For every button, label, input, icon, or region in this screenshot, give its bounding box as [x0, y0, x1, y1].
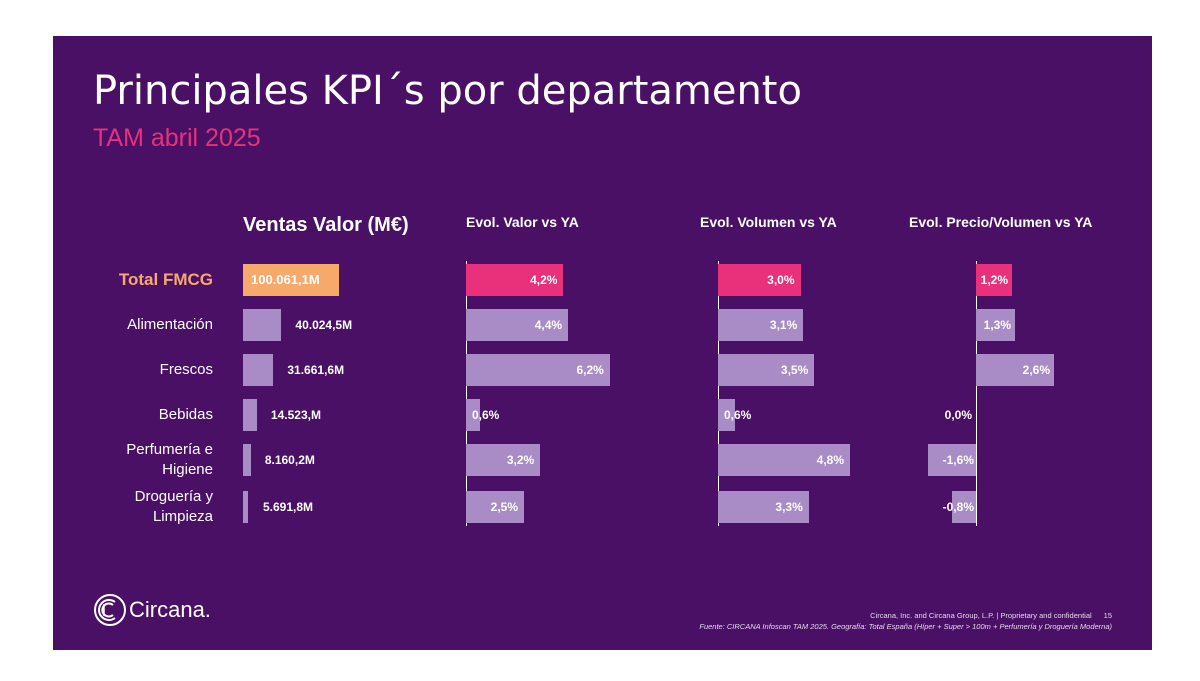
- slide: Principales KPI´s por departamento TAM a…: [53, 36, 1152, 650]
- bar-s2-5: [718, 491, 809, 523]
- circana-logo-icon: [94, 594, 126, 626]
- bar-s2-0: [718, 264, 801, 296]
- column-header-0: Ventas Valor (M€): [243, 214, 409, 236]
- bar-s1-3: [466, 399, 480, 431]
- bar-s0-5: [243, 491, 249, 523]
- bar-s0-1: [243, 309, 282, 341]
- bar-label-s0-0: 100.061,1M: [251, 272, 320, 287]
- bar-label-s1-5: 2,5%: [490, 500, 518, 514]
- bar-s3-1: [976, 309, 1015, 341]
- axis-line-1: [466, 261, 467, 526]
- bar-s3-4: [928, 444, 976, 476]
- bar-label-s0-3: 14.523,M: [270, 408, 321, 422]
- bar-s3-5: [952, 491, 976, 523]
- bar-label-s1-4: 3,2%: [506, 453, 535, 467]
- bar-label-s1-3: 0,6%: [472, 408, 500, 422]
- bar-label-s3-5: -0,8%: [942, 500, 974, 514]
- circana-logo: Circana.: [93, 592, 211, 628]
- row-label-line: Total FMCG: [118, 270, 213, 289]
- page-title: Principales KPI´s por departamento: [93, 68, 802, 114]
- bar-label-s3-2: 2,6%: [1022, 363, 1050, 377]
- page-subtitle: TAM abril 2025: [93, 124, 261, 152]
- bar-s3-0: [976, 264, 1012, 296]
- column-header-2: Evol. Volumen vs YA: [700, 214, 837, 230]
- bar-label-s1-1: 4,4%: [534, 318, 563, 332]
- bar-label-s3-4: -1,6%: [942, 453, 974, 467]
- bar-label-s2-4: 4,8%: [816, 453, 844, 467]
- bar-s1-4: [466, 444, 541, 476]
- row-label-line: Limpieza: [152, 508, 213, 525]
- row-label-5: Droguería y Limpieza: [53, 487, 213, 527]
- bar-s0-2: [243, 354, 274, 386]
- row-label-0: Total FMCG: [53, 270, 213, 290]
- bar-s0-0: [243, 264, 339, 296]
- bar-label-s1-2: 6,2%: [576, 363, 604, 377]
- axis-line-2: [718, 261, 719, 526]
- bar-label-s1-0: 4,2%: [530, 273, 558, 287]
- bar-s2-2: [718, 354, 815, 386]
- bar-label-s0-4: 8.160,2M: [264, 453, 315, 467]
- bar-label-s3-1: 1,3%: [983, 318, 1011, 332]
- row-label-line: Bebidas: [158, 406, 213, 423]
- bar-s2-3: [718, 399, 735, 431]
- logo-text: Circana.: [129, 597, 211, 622]
- bar-s3-2: [976, 354, 1054, 386]
- row-label-line: Frescos: [159, 361, 213, 378]
- row-label-2: Frescos: [53, 360, 213, 380]
- footer-source: Fuente: CIRCANA Infoscan TAM 2025. Geogr…: [699, 622, 1112, 631]
- row-label-line: Alimentación: [127, 316, 213, 333]
- page-number: 15: [1103, 611, 1112, 620]
- bar-label-s3-0: 1,2%: [980, 273, 1008, 287]
- axis-line-3: [976, 261, 977, 526]
- bar-s2-4: [718, 444, 850, 476]
- column-header-3: Evol. Precio/Volumen vs YA: [909, 214, 1093, 230]
- bar-label-s3-3: 0,0%: [944, 408, 972, 422]
- bar-s1-0: [466, 264, 564, 296]
- row-label-line: Droguería y: [134, 488, 213, 505]
- bar-s2-1: [718, 309, 804, 341]
- bar-label-s2-2: 3,5%: [780, 363, 809, 377]
- bar-label-s0-2: 31.661,6M: [287, 363, 345, 377]
- row-label-1: Alimentación: [53, 315, 213, 335]
- bar-s1-5: [466, 491, 524, 523]
- bar-s1-1: [466, 309, 569, 341]
- bar-label-s2-3: 0,6%: [724, 408, 752, 422]
- column-header-1: Evol. Valor vs YA: [466, 214, 579, 230]
- footer-copyright: Circana, Inc. and Circana Group, L.P. | …: [870, 611, 1092, 620]
- bar-s0-4: [243, 444, 251, 476]
- bar-label-s2-1: 3,1%: [769, 318, 798, 332]
- bar-label-s0-1: 40.024,5M: [295, 318, 353, 332]
- bar-s1-2: [466, 354, 610, 386]
- bar-s0-3: [243, 399, 257, 431]
- footer: Circana, Inc. and Circana Group, L.P. | …: [699, 610, 1112, 632]
- row-label-3: Bebidas: [53, 405, 213, 425]
- row-label-line: Higiene: [162, 461, 213, 478]
- bar-label-s2-0: 3,0%: [767, 273, 795, 287]
- bar-label-s0-5: 5.691,8M: [263, 500, 314, 514]
- row-label-line: Perfumería e: [126, 441, 213, 458]
- bar-label-s2-5: 3,3%: [775, 500, 803, 514]
- row-label-4: Perfumería e Higiene: [53, 440, 213, 480]
